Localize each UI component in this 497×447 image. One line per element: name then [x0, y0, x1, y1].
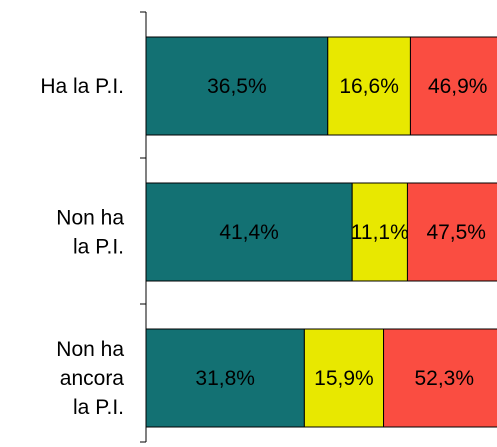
- bar-c2-s1: [303, 328, 385, 428]
- labels: 36,5% 16,6% 46,9% 41,4% 11,1% 47,5% 31,8% 15,9%…: [40, 75, 487, 419]
- data-label-c1-s2: 47,5%: [426, 221, 486, 244]
- category-label-1-line-1: la P.I.: [73, 236, 124, 259]
- bar-c0-s1: [327, 36, 411, 136]
- bars: [145, 36, 497, 428]
- bar-c1-s0: [145, 182, 353, 282]
- category-axis: [140, 11, 147, 443]
- category-label-2: Non ha ancora la P.I.: [56, 338, 124, 419]
- data-label-c1-s0: 41,4%: [219, 221, 279, 244]
- category-label-0: Ha la P.I.: [40, 75, 124, 98]
- bar-c2-s0: [145, 328, 305, 428]
- data-label-c2-s2: 52,3%: [414, 367, 474, 390]
- data-label-c2-s0: 31,8%: [195, 367, 255, 390]
- data-label-c1-s1: 11,1%: [351, 221, 409, 244]
- data-label-c0-s1: 16,6%: [339, 75, 399, 98]
- category-label-2-line-0: Non ha: [56, 338, 124, 361]
- bar-c0-s2: [409, 36, 497, 136]
- bar-c0-s0: [145, 36, 329, 136]
- bar-c2-s2: [383, 328, 497, 428]
- category-label-1-line-0: Non ha: [56, 207, 124, 230]
- category-label-0-line-0: Ha la P.I.: [40, 75, 124, 98]
- data-label-c2-s1: 15,9%: [314, 367, 374, 390]
- data-label-c0-s2: 46,9%: [428, 75, 488, 98]
- data-label-c0-s0: 36,5%: [207, 75, 267, 98]
- bar-c1-s1: [351, 182, 408, 282]
- category-label-1: Non ha la P.I.: [56, 207, 124, 259]
- bar-c1-s2: [406, 182, 497, 282]
- category-label-2-line-1: ancora: [60, 367, 125, 390]
- category-label-2-line-2: la P.I.: [73, 396, 124, 419]
